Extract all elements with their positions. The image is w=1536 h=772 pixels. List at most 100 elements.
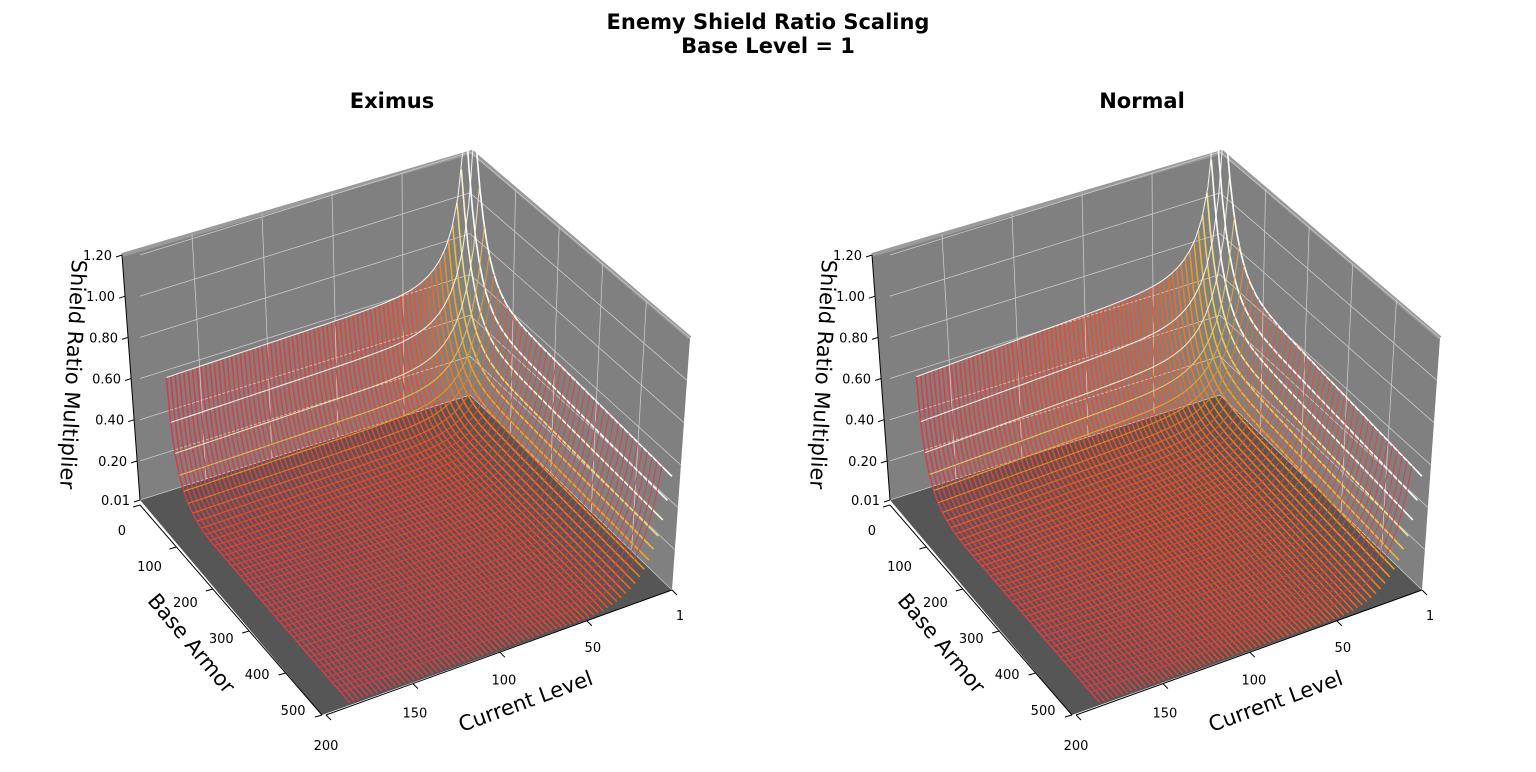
- surface-curve: [1060, 430, 1379, 658]
- surface-curve: [318, 442, 639, 668]
- surface-curve: [1051, 420, 1370, 648]
- surface-curve: [231, 346, 543, 567]
- z-tick-label: 1.20: [83, 249, 112, 264]
- back-grid-line: [1300, 226, 1310, 474]
- figure-title-line1: Enemy Shield Ratio Scaling: [606, 10, 930, 34]
- level-tick-mark: [586, 620, 593, 627]
- plot-area-0: Eximus 0.01 0.20 0.40 0.60 0.80 1.00 1.20 0 100 20…: [55, 27, 692, 754]
- back-grid-line: [510, 189, 516, 435]
- surface-curve: [1064, 435, 1384, 663]
- surface-curve: [1086, 460, 1408, 688]
- z-tick-mark: [865, 254, 873, 258]
- surface-curve: [270, 390, 586, 612]
- surface-curve: [1042, 410, 1360, 638]
- surface-curve: [920, 113, 1226, 423]
- surface-curve: [1055, 425, 1375, 653]
- surface-curve: [262, 380, 577, 602]
- z-tick-label: 0.80: [839, 331, 868, 346]
- surface-curve: [214, 326, 524, 547]
- surface-plot-normal: Normal 0.01 0.20 0.40 0.60 0.80 1.00 1.20 0 100 20…: [805, 17, 1442, 754]
- back-grid-line: [941, 234, 957, 480]
- surface-curve: [292, 413, 610, 638]
- surface-curve: [301, 423, 620, 648]
- armor-tick-label: 100: [137, 560, 162, 575]
- surface-curve: [266, 385, 581, 607]
- z-tick-label: 0.60: [842, 373, 871, 388]
- surface-plot-eximus: Eximus 0.01 0.20 0.40 0.60 0.80 1.00 1.20 0 100 20…: [54, 27, 692, 754]
- z-tick-mark: [871, 336, 879, 340]
- armor-tick-mark: [132, 504, 141, 508]
- z-tick-label: 1.00: [86, 290, 115, 305]
- armor-tick-mark: [882, 504, 891, 508]
- plot-area-1: Normal 0.01 0.20 0.40 0.60 0.80 1.00 1.20 0 100 20…: [805, 17, 1442, 754]
- level-tick-label: 50: [585, 641, 602, 656]
- surface-curve: [314, 437, 634, 663]
- level-tick-mark: [1336, 620, 1343, 627]
- surface-curve: [218, 331, 529, 552]
- surface-curve: [1029, 395, 1346, 623]
- armor-tick-mark: [169, 546, 177, 550]
- surface-curve: [288, 409, 605, 633]
- armor-tick-label: 300: [209, 632, 234, 647]
- surface-curve: [183, 254, 490, 492]
- surface-curve: [244, 361, 557, 582]
- surface-curve: [205, 314, 514, 536]
- surface-curve: [1038, 405, 1355, 633]
- surface-curve: [253, 370, 567, 592]
- z-tick-label: 0.80: [89, 331, 118, 346]
- surface-curve: [968, 324, 1279, 552]
- z-tick-label: 1.00: [836, 290, 865, 305]
- surface-curve: [994, 355, 1307, 582]
- surface-curve: [170, 123, 476, 423]
- surface-curve: [336, 461, 658, 688]
- surface-curve: [977, 335, 1288, 562]
- surface-curve: [209, 320, 519, 541]
- armor-tick-label: 500: [281, 704, 306, 719]
- surface-curve: [972, 329, 1283, 557]
- level-tick-mark: [499, 651, 506, 658]
- level-tick-mark: [671, 589, 678, 596]
- z-axis-label: Shield Ratio Multiplier: [55, 259, 91, 490]
- surface-curve: [297, 418, 615, 643]
- surface-curve: [946, 290, 1255, 522]
- surface-curve: [166, 27, 471, 379]
- surface-curve: [174, 185, 481, 454]
- z-tick-mark: [874, 378, 882, 382]
- figure-title: Enemy Shield Ratio Scaling Base Level = …: [0, 10, 1536, 58]
- armor-tick-mark: [955, 588, 963, 592]
- surface-curve: [964, 318, 1274, 546]
- z-tick-label: 0.01: [101, 494, 130, 509]
- surface-curve: [1025, 390, 1341, 617]
- surface-curve: [327, 451, 649, 678]
- surface-curve: [1016, 380, 1331, 607]
- back-grid-line: [331, 193, 339, 438]
- surface-curve: [227, 342, 538, 562]
- z-grid-line: [139, 233, 685, 424]
- back-pane-left: [872, 152, 1222, 500]
- surface-curve: [201, 307, 509, 529]
- z-tick-mark: [121, 336, 129, 340]
- surface-curve: [1012, 375, 1327, 602]
- surface-curve: [1073, 445, 1394, 673]
- surface-curve: [1077, 450, 1399, 678]
- surface-curve: [999, 360, 1312, 587]
- armor-tick-mark: [205, 588, 213, 592]
- back-pane-left: [122, 152, 472, 500]
- surface-curve: [222, 337, 533, 557]
- z-tick-mark: [130, 460, 138, 464]
- z-tick-mark: [877, 419, 885, 423]
- z-tick-mark: [133, 499, 141, 503]
- surface-curve: [916, 17, 1221, 378]
- level-tick-mark: [1421, 589, 1428, 596]
- chart-panel-normal: Normal 0.01 0.20 0.40 0.60 0.80 1.00 1.20 0 100 20…: [750, 0, 1518, 772]
- armor-tick-label: 300: [959, 632, 984, 647]
- surface-curve: [192, 288, 500, 514]
- surface-curve: [236, 351, 548, 572]
- surface-curve: [1068, 440, 1389, 668]
- surface-curve: [959, 312, 1269, 541]
- level-tick-mark: [1075, 714, 1082, 721]
- surface-curve: [283, 404, 601, 628]
- armor-tick-mark: [992, 630, 1000, 634]
- z-grid-line: [139, 151, 691, 339]
- armor-axis-line: [889, 504, 1073, 716]
